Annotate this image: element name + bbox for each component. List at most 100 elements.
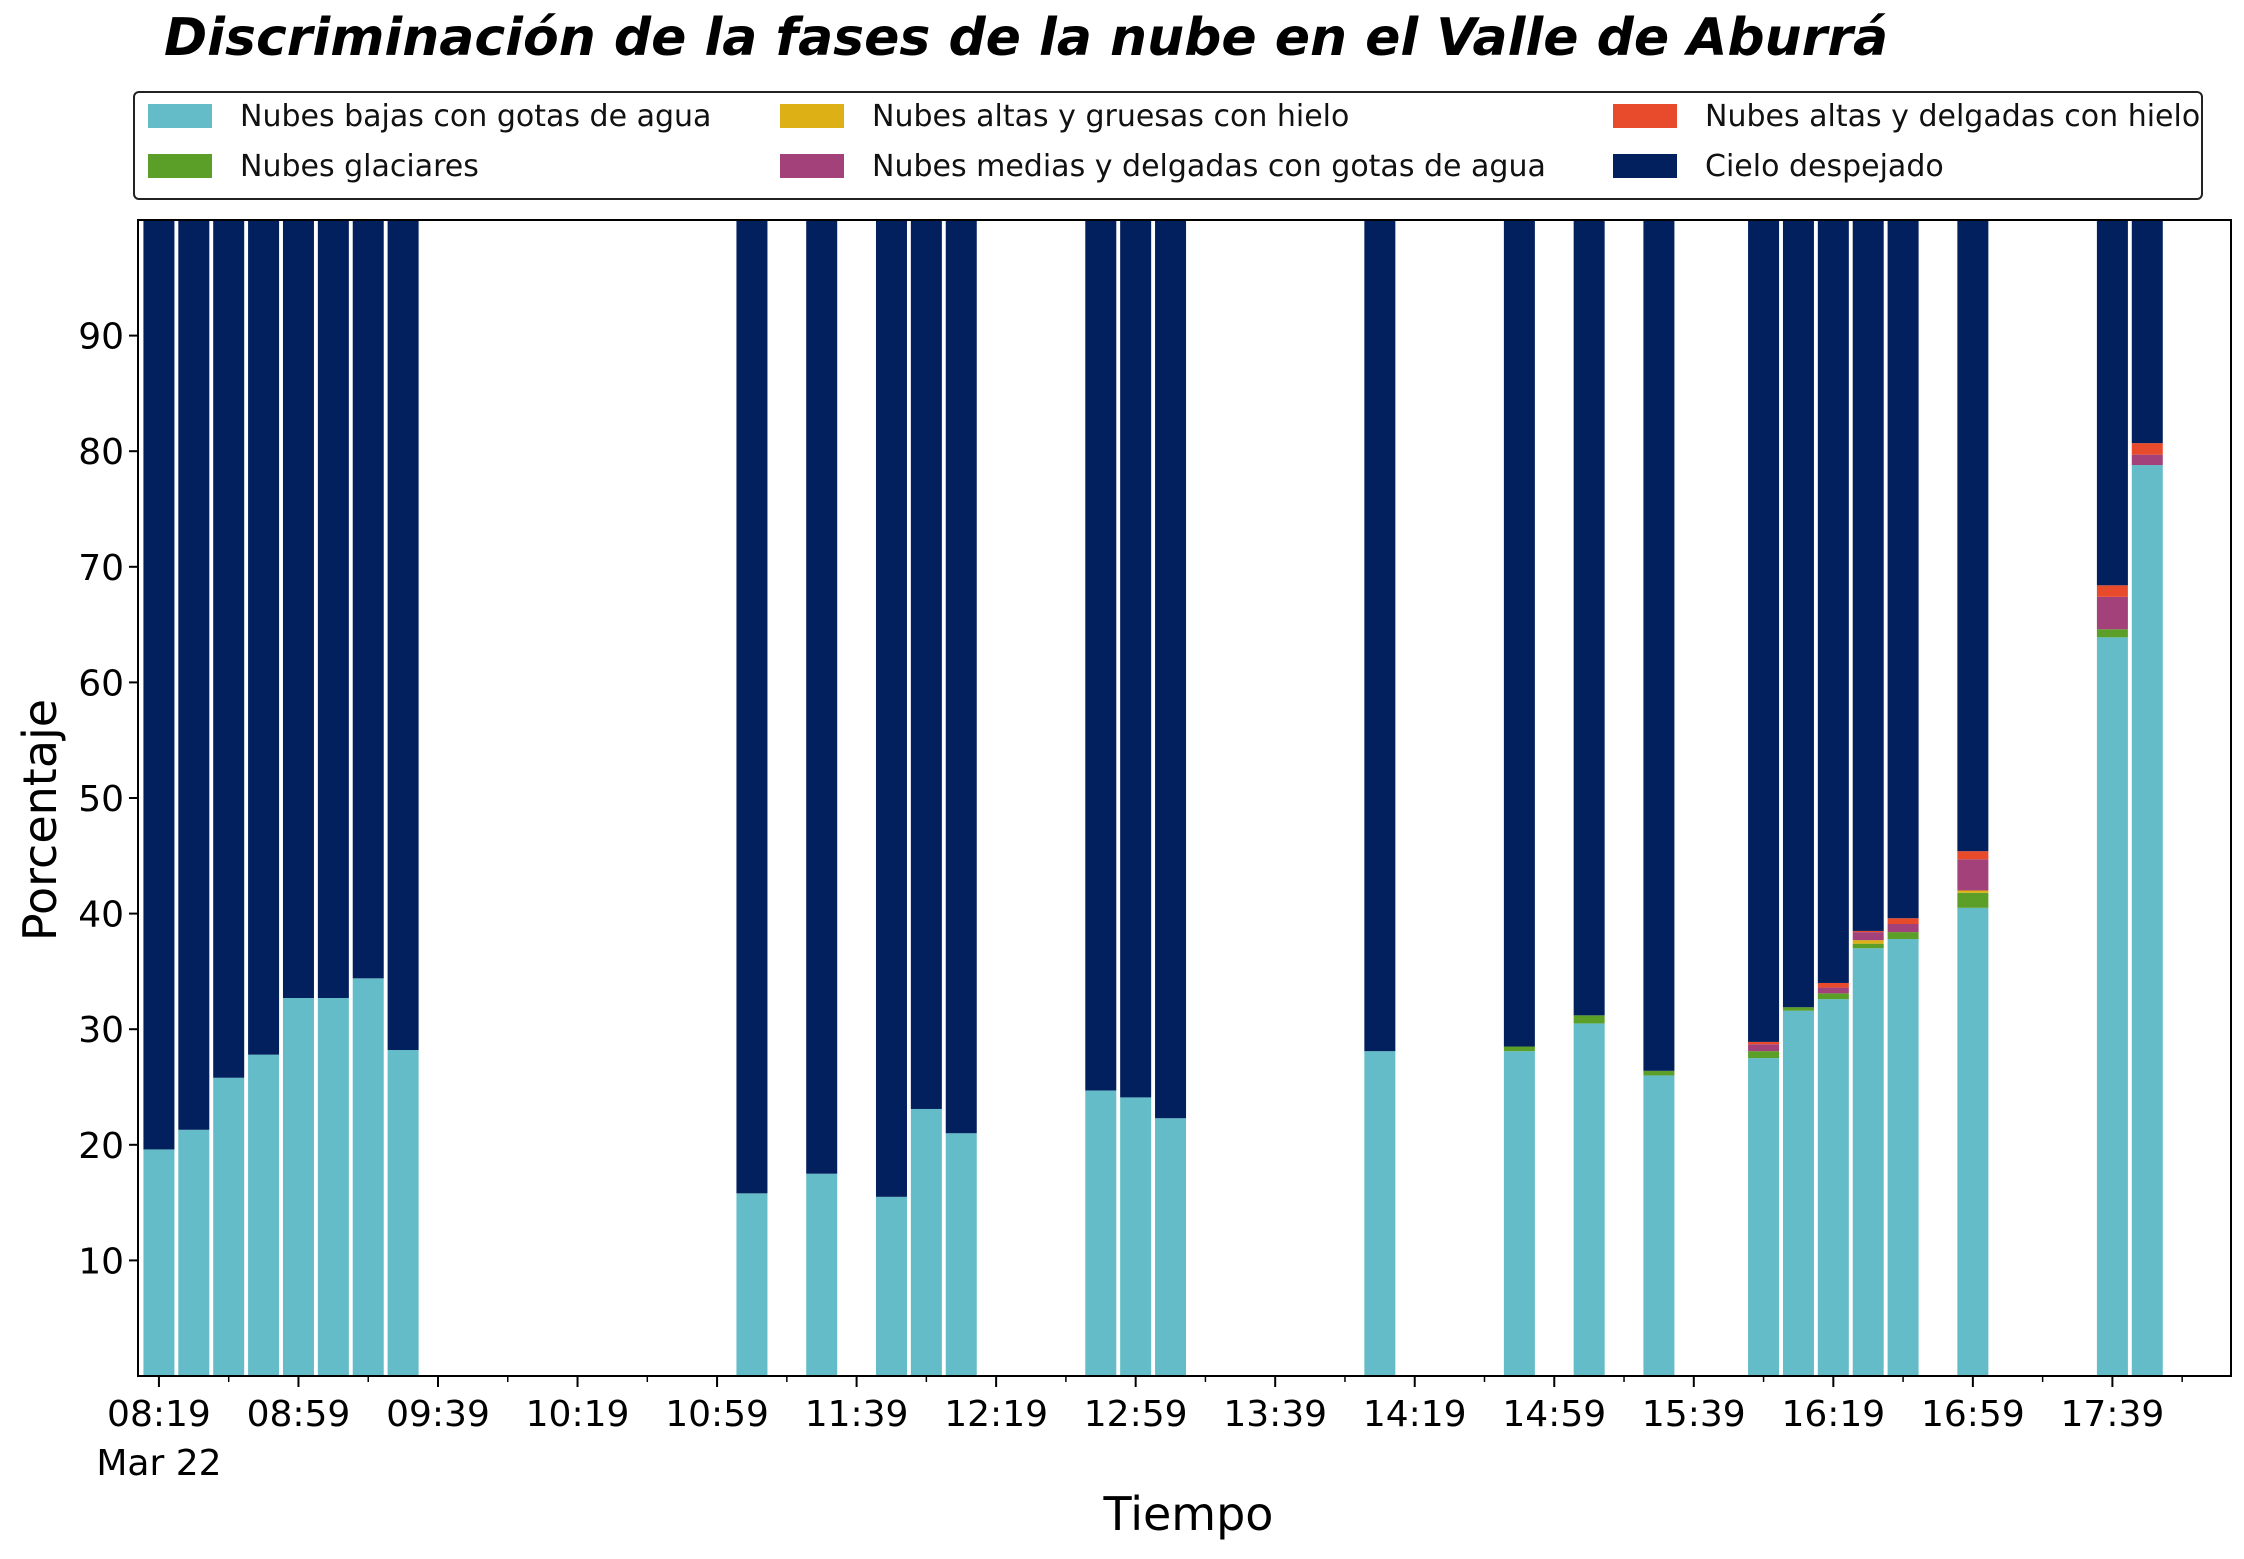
bar-segment-5 (178, 220, 210, 1130)
bar-segment-1 (1817, 993, 1849, 1000)
legend-swatch (1613, 104, 1677, 128)
bar-segment-0 (282, 997, 314, 1376)
bar-segment-5 (2131, 220, 2163, 444)
bar-segment-5 (213, 220, 245, 1078)
bar-segment-0 (736, 1193, 768, 1376)
bar-segment-5 (387, 220, 419, 1051)
bar-segment-1 (1503, 1046, 1535, 1052)
bar-segment-0 (945, 1133, 977, 1376)
bar-segment-5 (945, 220, 977, 1134)
bar-segment-0 (2096, 637, 2128, 1376)
x-tick-label: 09:39 (386, 1394, 490, 1435)
legend-item: Nubes altas y delgadas con hielo (1613, 96, 2200, 136)
bar-segment-0 (143, 1149, 175, 1376)
bar-segment-1 (2096, 629, 2128, 638)
bar-segment-0 (248, 1054, 280, 1376)
bar-segment-1 (1748, 1051, 1780, 1059)
bar-segment-5 (910, 220, 942, 1109)
bar-segment-5 (248, 220, 280, 1055)
x-tick-label: 10:59 (665, 1394, 769, 1435)
bar-segment-4 (1887, 918, 1919, 924)
bar-segment-5 (1957, 220, 1989, 852)
y-tick-label: 10 (78, 1241, 124, 1282)
y-tick-label: 40 (78, 895, 124, 936)
x-tick-label: 08:59 (247, 1394, 351, 1435)
bar-segment-0 (352, 978, 384, 1376)
bar-segment-5 (736, 220, 768, 1194)
bar-segment-4 (1817, 982, 1849, 988)
bar-segment-5 (806, 220, 838, 1174)
chart-title: Discriminación de la fases de la nube en… (164, 8, 1889, 68)
legend-swatch (1613, 154, 1677, 178)
bar-segment-5 (143, 220, 175, 1150)
x-tick-label: 15:39 (1642, 1394, 1746, 1435)
bar-segment-0 (1887, 939, 1919, 1376)
legend-label: Nubes bajas con gotas de agua (240, 98, 712, 134)
legend-item: Nubes altas y gruesas con hielo (780, 96, 1349, 136)
bar-segment-0 (1085, 1090, 1117, 1376)
bars-group (143, 220, 2163, 1376)
bar-segment-5 (2096, 220, 2128, 586)
bar-segment-0 (317, 997, 349, 1376)
bar-segment-5 (1573, 220, 1605, 1016)
legend-item: Cielo despejado (1613, 146, 1944, 186)
legend-label: Nubes glaciares (240, 148, 479, 184)
bar-segment-0 (1155, 1118, 1187, 1376)
legend-swatch (780, 104, 844, 128)
bar-segment-0 (213, 1077, 245, 1376)
y-tick-label: 30 (78, 1010, 124, 1051)
bar-segment-0 (1957, 907, 1989, 1376)
bar-segment-0 (875, 1196, 907, 1376)
bar-segment-5 (875, 220, 907, 1197)
bar-segment-5 (1155, 220, 1187, 1119)
legend-swatch (780, 154, 844, 178)
bar-segment-0 (1782, 1010, 1814, 1376)
y-tick-label: 50 (78, 779, 124, 820)
bar-segment-0 (1643, 1075, 1675, 1376)
bar-segment-0 (806, 1173, 838, 1376)
y-tick-label: 60 (78, 663, 124, 704)
x-tick-label: 10:19 (526, 1394, 630, 1435)
legend-item: Nubes bajas con gotas de agua (148, 96, 711, 136)
bar-segment-5 (1782, 220, 1814, 1008)
y-tick-label: 70 (78, 548, 124, 589)
x-tick-label: 12:19 (944, 1394, 1048, 1435)
bar-segment-0 (2131, 465, 2163, 1376)
bar-segment-0 (387, 1050, 419, 1376)
bar-segment-3 (1957, 859, 1989, 891)
bar-segment-4 (2096, 585, 2128, 597)
y-tick-label: 90 (78, 317, 124, 358)
bar-segment-4 (1748, 1041, 1780, 1045)
x-tick-label: 08:19 (107, 1394, 211, 1435)
bar-segment-4 (1957, 851, 1989, 860)
legend-label: Cielo despejado (1705, 148, 1944, 184)
bar-segment-0 (1120, 1097, 1152, 1376)
bar-segment-5 (1120, 220, 1152, 1098)
bar-segment-5 (1085, 220, 1117, 1091)
legend-swatch (148, 154, 212, 178)
x-tick-label: 14:19 (1363, 1394, 1467, 1435)
bar-segment-1 (1782, 1007, 1814, 1011)
x-tick-label: 16:59 (1921, 1394, 2025, 1435)
bar-segment-5 (1817, 220, 1849, 983)
bar-segment-0 (1748, 1058, 1780, 1376)
bar-segment-2 (1852, 940, 1884, 944)
bar-segment-3 (1817, 987, 1849, 994)
bar-segment-5 (282, 220, 314, 998)
bar-segment-4 (2131, 443, 2163, 455)
bar-segment-0 (1817, 999, 1849, 1376)
y-tick-label: 80 (78, 432, 124, 473)
bar-segment-3 (2096, 596, 2128, 630)
bar-segment-1 (1957, 892, 1989, 908)
bar-segment-5 (1503, 220, 1535, 1047)
bar-segment-5 (1364, 220, 1396, 1052)
bar-segment-5 (1748, 220, 1780, 1042)
bar-segment-3 (1887, 924, 1919, 933)
bar-segment-4 (1852, 930, 1884, 933)
x-tick-label: 14:59 (1502, 1394, 1606, 1435)
x-tick-label: 17:39 (2061, 1394, 2165, 1435)
legend-swatch (148, 104, 212, 128)
bar-segment-1 (1852, 943, 1884, 949)
bar-segment-0 (1573, 1023, 1605, 1376)
